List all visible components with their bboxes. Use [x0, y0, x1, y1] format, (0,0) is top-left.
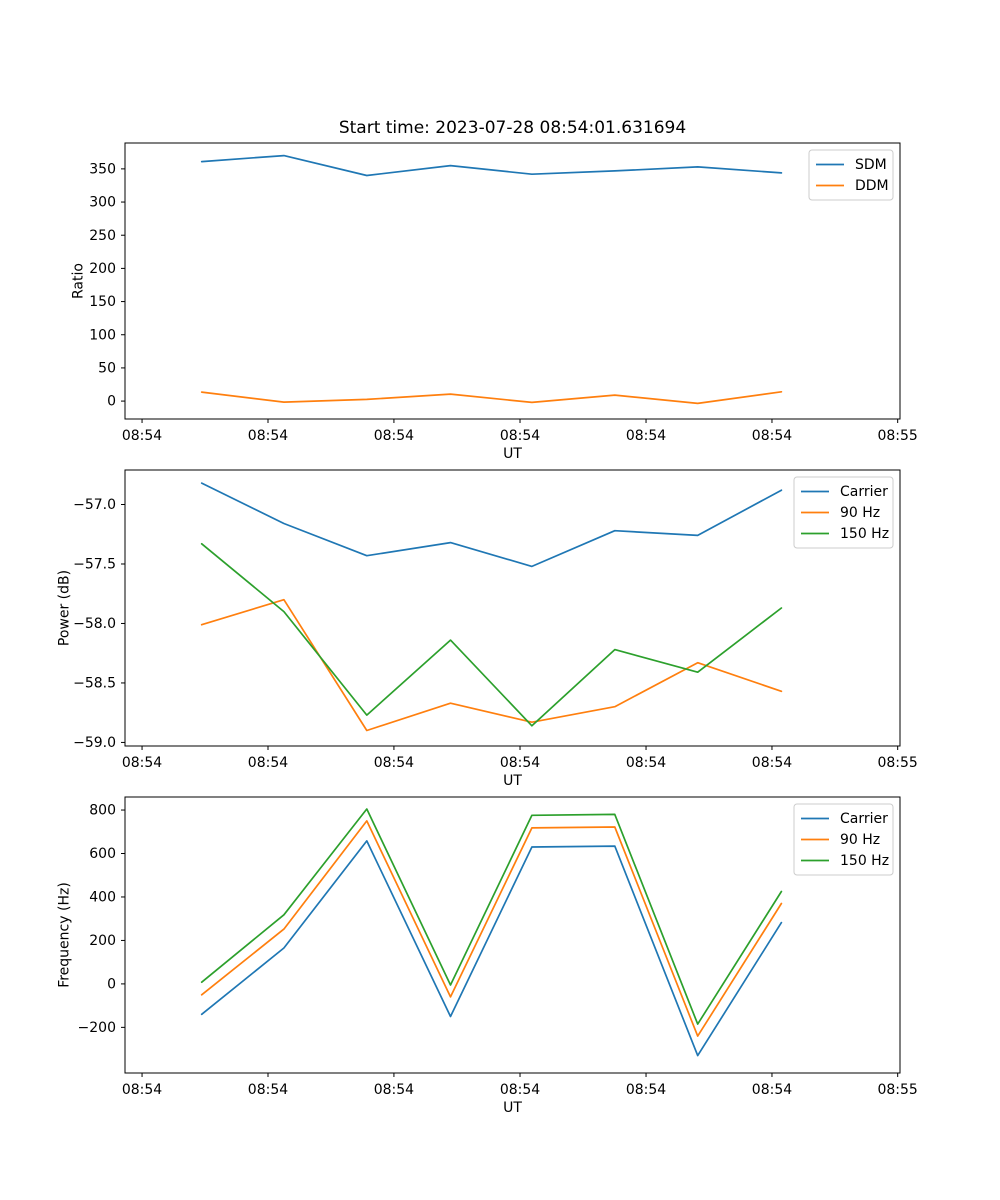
x-tick-label: 08:55 [877, 428, 917, 444]
series-line-90-hz [200, 598, 783, 732]
x-axis-label: UT [503, 446, 522, 462]
y-tick-label: −58.0 [73, 616, 116, 632]
y-tick-label: 400 [89, 890, 116, 906]
y-tick-label: −57.5 [73, 557, 116, 573]
legend-label: 90 Hz [840, 505, 880, 521]
x-tick-label: 08:55 [877, 755, 917, 771]
x-axis-label: UT [503, 773, 522, 789]
y-tick-label: 600 [89, 846, 116, 862]
y-tick-label: −59.0 [73, 735, 116, 751]
series-line-ddm [200, 390, 783, 405]
y-tick-label: 150 [89, 294, 116, 310]
y-axis-label: Ratio [71, 263, 87, 299]
x-tick-label: 08:54 [248, 428, 288, 444]
series-line-90-hz [200, 820, 783, 1037]
legend-label: DDM [855, 178, 889, 194]
y-tick-label: 350 [89, 161, 116, 177]
subplot-0: 0 50 100 150 200 250 300 350 08:54 08:54 08:54 08:5… [71, 142, 918, 462]
x-axis-label: UT [503, 1100, 522, 1116]
legend-label: 150 Hz [840, 526, 889, 542]
legend: SDM DDM [808, 149, 894, 201]
axes-frame [124, 142, 901, 420]
x-tick-label: 08:54 [752, 1082, 792, 1098]
y-tick-label: 250 [89, 228, 116, 244]
x-tick-label: 08:54 [626, 1082, 666, 1098]
subplot-1: −57.0 −57.5 −58.0 −58.5 −59.0 08:54 08:54 08:54… [57, 469, 918, 789]
legend-label: 90 Hz [840, 832, 880, 848]
x-tick-label: 08:54 [374, 428, 414, 444]
x-tick-label: 08:54 [248, 1082, 288, 1098]
legend: Carrier 90 Hz 150 Hz [793, 476, 894, 549]
x-tick-label: 08:54 [122, 755, 162, 771]
y-tick-label: 0 [107, 394, 116, 410]
y-tick-label: −200 [78, 1020, 116, 1036]
x-tick-label: 08:54 [626, 755, 666, 771]
axes-frame [124, 469, 901, 747]
legend-label: 150 Hz [840, 853, 889, 869]
y-axis-label: Power (dB) [57, 570, 73, 646]
x-tick-label: 08:54 [122, 1082, 162, 1098]
legend-label: Carrier [840, 811, 888, 827]
y-tick-label: −58.5 [73, 676, 116, 692]
x-tick-label: 08:54 [122, 428, 162, 444]
legend-label: SDM [855, 157, 887, 173]
x-tick-label: 08:54 [374, 1082, 414, 1098]
y-tick-label: 200 [89, 261, 116, 277]
y-tick-label: 300 [89, 195, 116, 211]
legend-box [793, 803, 894, 876]
figure-title: Start time: 2023-07-28 08:54:01.631694 [338, 118, 687, 138]
y-tick-label: 50 [98, 361, 116, 377]
legend: Carrier 90 Hz 150 Hz [793, 803, 894, 876]
x-tick-label: 08:54 [374, 755, 414, 771]
y-axis-label: Frequency (Hz) [57, 882, 73, 988]
x-tick-label: 08:54 [500, 428, 540, 444]
y-tick-label: 100 [89, 327, 116, 343]
series-line-carrier [200, 482, 783, 568]
series-line-150-hz [200, 808, 783, 1025]
x-tick-label: 08:54 [626, 428, 666, 444]
axes-frame [124, 796, 901, 1074]
x-tick-label: 08:54 [500, 1082, 540, 1098]
subplot-2: 800 600 400 200 0 −200 08:54 08:54 08:54 08:54 08:… [57, 796, 918, 1116]
series-line-sdm [200, 154, 783, 177]
legend-label: Carrier [840, 484, 888, 500]
x-tick-label: 08:55 [877, 1082, 917, 1098]
y-tick-label: 800 [89, 803, 116, 819]
legend-box [793, 476, 894, 549]
x-tick-label: 08:54 [248, 755, 288, 771]
y-tick-label: 200 [89, 933, 116, 949]
x-tick-label: 08:54 [752, 428, 792, 444]
series-line-150-hz [200, 542, 783, 727]
legend-box [808, 149, 894, 201]
x-tick-label: 08:54 [500, 755, 540, 771]
series-line-carrier [200, 840, 783, 1057]
y-tick-label: −57.0 [73, 497, 116, 513]
x-tick-label: 08:54 [752, 755, 792, 771]
y-tick-label: 0 [107, 977, 116, 993]
